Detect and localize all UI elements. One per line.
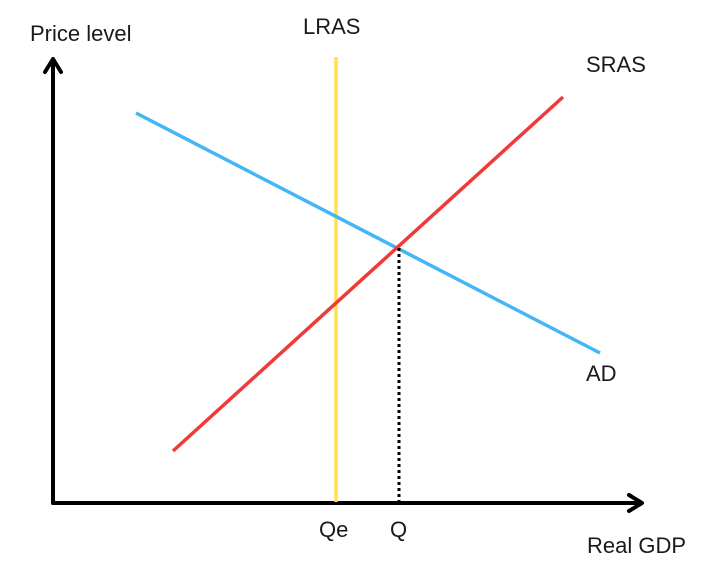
ad-label: AD	[586, 361, 617, 386]
x-axis-label: Real GDP	[587, 533, 686, 558]
sras-line	[171, 95, 565, 453]
q-label: Q	[390, 517, 407, 542]
y-axis-arrowhead	[43, 57, 63, 74]
sras-label: SRAS	[586, 52, 646, 77]
qe-label: Qe	[319, 517, 348, 542]
lras-label: LRAS	[303, 14, 360, 39]
x-axis-arrowhead	[627, 493, 644, 513]
ad-line	[135, 111, 601, 355]
y-axis-label: Price level	[30, 21, 131, 46]
